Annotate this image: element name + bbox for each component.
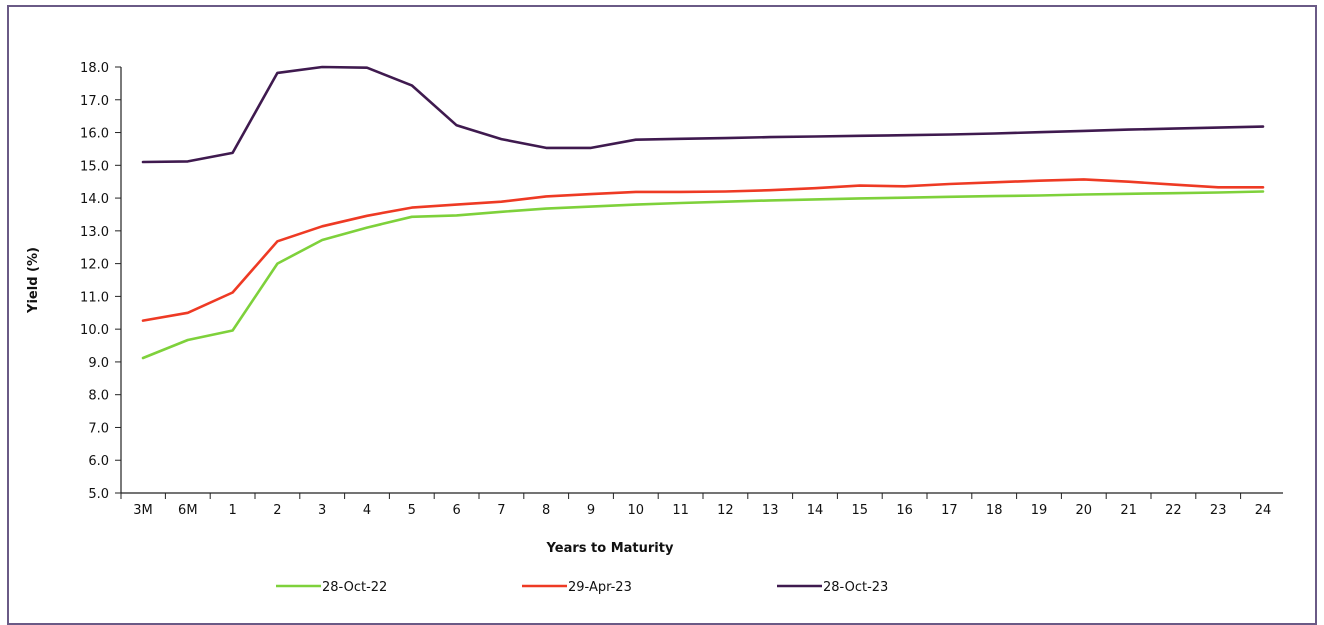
y-tick-label: 17.0 [80, 94, 109, 109]
x-tick-label: 17 [941, 503, 958, 518]
y-tick-label: 10.0 [80, 323, 109, 338]
series-line-29-apr-23 [141, 178, 1265, 322]
x-tick-label: 6M [178, 503, 198, 518]
x-tick-label: 20 [1076, 503, 1093, 518]
x-tick-label: 8 [542, 503, 550, 518]
legend: 28-Oct-22 29-Apr-23 28-Oct-23 [276, 580, 888, 595]
y-tick-label: 11.0 [80, 290, 109, 305]
x-tick-label: 19 [1031, 503, 1048, 518]
x-tick-label: 1 [228, 503, 236, 518]
y-tick-label: 14.0 [80, 192, 109, 207]
x-tick-label: 24 [1255, 503, 1272, 518]
x-tick-label: 13 [762, 503, 779, 518]
series-line-28-oct-23 [141, 65, 1265, 164]
x-tick-label: 22 [1165, 503, 1182, 518]
x-tick-label: 18 [986, 503, 1003, 518]
legend-label: 28-Oct-22 [322, 580, 387, 595]
x-tick-label: 16 [896, 503, 913, 518]
series-lines [141, 65, 1265, 360]
x-tick-label: 3M [133, 503, 153, 518]
legend-label: 28-Oct-23 [823, 580, 888, 595]
x-tick-label: 2 [273, 503, 281, 518]
y-tick-label: 13.0 [80, 225, 109, 240]
x-axis-title: Years to Maturity [546, 541, 674, 556]
y-tick-label: 15.0 [80, 159, 109, 174]
x-tick-label: 6 [452, 503, 460, 518]
x-tick-label: 3 [318, 503, 326, 518]
y-tick-label: 7.0 [88, 421, 109, 436]
x-tick-label: 11 [672, 503, 689, 518]
x-tick-label: 10 [628, 503, 645, 518]
x-tick-label: 15 [852, 503, 869, 518]
x-tick-label: 7 [497, 503, 505, 518]
y-tick-label: 8.0 [88, 389, 109, 404]
x-tick-label: 9 [587, 503, 595, 518]
axes: 5.0 6.0 7.0 8.0 9.0 10.0 11.0 12.0 13.0 14.0 15.0 1… [80, 61, 1283, 518]
y-tick-label: 18.0 [80, 61, 109, 76]
legend-label: 29-Apr-23 [568, 580, 632, 595]
y-tick-label: 9.0 [88, 356, 109, 371]
y-tick-label: 12.0 [80, 258, 109, 273]
chart-frame [7, 5, 1317, 625]
x-tick-label: 12 [717, 503, 734, 518]
yield-curve-chart: 5.0 6.0 7.0 8.0 9.0 10.0 11.0 12.0 13.0 14.0 15.0 1… [26, 61, 1283, 595]
y-tick-label: 5.0 [88, 487, 109, 502]
x-tick-label: 23 [1210, 503, 1227, 518]
y-axis-title: Yield (%) [26, 247, 41, 314]
y-tick-label: 16.0 [80, 127, 109, 142]
series-line-28-oct-22 [141, 190, 1265, 360]
x-tick-label: 14 [807, 503, 824, 518]
y-tick-label: 6.0 [88, 454, 109, 469]
x-tick-label: 5 [408, 503, 416, 518]
x-tick-label: 4 [363, 503, 371, 518]
x-tick-label: 21 [1120, 503, 1137, 518]
